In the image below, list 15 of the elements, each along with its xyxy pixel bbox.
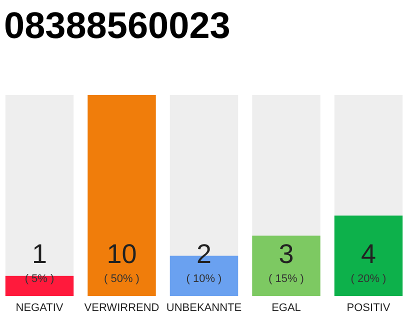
- x-tick-label: POSITIV: [346, 302, 391, 314]
- annotation: ( 5% ): [24, 273, 54, 285]
- x-tick-label: EGAL: [272, 302, 301, 314]
- annotation: ( 10% ): [186, 273, 222, 285]
- annotation: ( 15% ): [268, 273, 304, 285]
- x-tick-label: UNBEKANNTE: [166, 302, 242, 314]
- data-label: 10: [106, 239, 137, 269]
- chart-title: 08388560023: [4, 5, 230, 46]
- data-label: 4: [360, 239, 376, 269]
- data-label: 1: [32, 239, 48, 269]
- x-tick-label: VERWIRREND: [84, 302, 160, 314]
- annotation: ( 50% ): [104, 273, 140, 285]
- annotation: ( 20% ): [350, 273, 386, 285]
- x-tick-label: NEGATIV: [16, 302, 64, 314]
- data-label: 3: [278, 239, 294, 269]
